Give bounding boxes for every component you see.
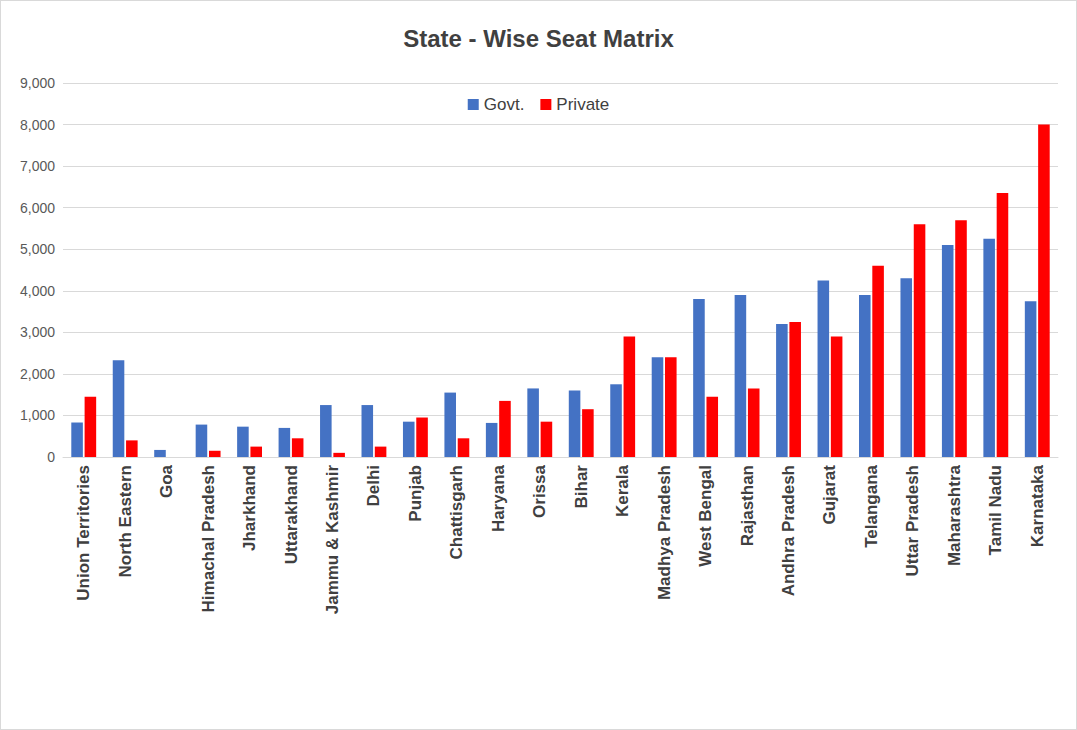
svg-text:Madhya Pradesh: Madhya Pradesh <box>655 465 674 600</box>
svg-text:7,000: 7,000 <box>20 158 55 174</box>
svg-text:State - Wise Seat Matrix: State - Wise Seat Matrix <box>403 25 674 52</box>
svg-text:Union Territories: Union Territories <box>74 465 93 601</box>
svg-text:Goa: Goa <box>157 464 176 498</box>
svg-text:Uttarakhand: Uttarakhand <box>282 465 301 564</box>
svg-text:1,000: 1,000 <box>20 407 55 423</box>
svg-text:Haryana: Haryana <box>489 464 508 532</box>
svg-text:Gujarat: Gujarat <box>820 465 839 525</box>
svg-text:0: 0 <box>47 449 55 465</box>
svg-text:Chattisgarh: Chattisgarh <box>447 465 466 559</box>
svg-text:North Eastern: North Eastern <box>116 465 135 577</box>
svg-text:Karnataka: Karnataka <box>1028 464 1047 547</box>
svg-text:Uttar Pradesh: Uttar Pradesh <box>903 465 922 576</box>
svg-text:West Bengal: West Bengal <box>696 465 715 567</box>
svg-text:Andhra Pradesh: Andhra Pradesh <box>779 465 798 596</box>
svg-text:Orissa: Orissa <box>530 464 549 517</box>
svg-text:3,000: 3,000 <box>20 324 55 340</box>
svg-text:Kerala: Kerala <box>613 464 632 517</box>
svg-text:Private: Private <box>556 95 609 114</box>
svg-text:Maharashtra: Maharashtra <box>945 464 964 566</box>
svg-text:6,000: 6,000 <box>20 200 55 216</box>
svg-text:9,000: 9,000 <box>20 75 55 91</box>
svg-text:Telangana: Telangana <box>862 464 881 547</box>
svg-text:Rajasthan: Rajasthan <box>738 465 757 546</box>
svg-text:2,000: 2,000 <box>20 366 55 382</box>
svg-text:Himachal Pradesh: Himachal Pradesh <box>199 465 218 612</box>
svg-text:Jammu & Kashmir: Jammu & Kashmir <box>323 465 342 615</box>
svg-text:5,000: 5,000 <box>20 241 55 257</box>
svg-text:4,000: 4,000 <box>20 283 55 299</box>
svg-text:Govt.: Govt. <box>484 95 525 114</box>
svg-text:Jharkhand: Jharkhand <box>240 465 259 551</box>
svg-text:Bihar: Bihar <box>572 465 591 509</box>
svg-text:Tamil Nadu: Tamil Nadu <box>986 465 1005 555</box>
svg-text:Delhi: Delhi <box>364 465 383 507</box>
svg-text:8,000: 8,000 <box>20 117 55 133</box>
svg-text:Punjab: Punjab <box>406 465 425 522</box>
